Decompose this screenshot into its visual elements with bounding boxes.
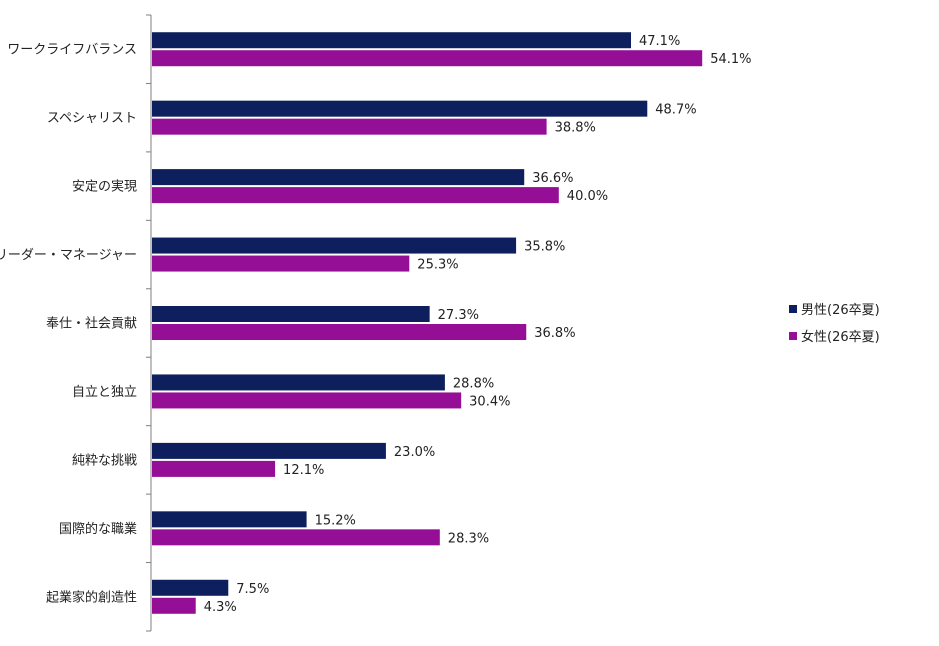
legend-label: 女性(26卒夏) [801, 329, 880, 345]
value-label: 25.3% [417, 258, 458, 273]
category-label: 国際的な職業 [59, 521, 137, 537]
bar-female [152, 392, 462, 409]
value-label: 40.0% [567, 189, 608, 204]
legend-swatch [789, 332, 797, 340]
value-label: 35.8% [524, 240, 565, 255]
bar-male [152, 374, 445, 391]
value-label: 48.7% [655, 103, 696, 118]
bar-male [152, 237, 517, 254]
bar-female [152, 187, 559, 204]
bar-male [152, 579, 229, 596]
category-label: 奉仕・社会貢献 [46, 316, 137, 332]
value-label: 4.3% [204, 600, 237, 615]
value-label: 36.6% [532, 171, 573, 186]
bar-female [152, 529, 440, 546]
value-label: 28.8% [453, 376, 494, 391]
bar-male [152, 511, 307, 528]
category-label: リーダー・マネージャー [0, 248, 137, 263]
value-label: 36.8% [534, 326, 575, 341]
bar-male [152, 169, 525, 186]
value-labels: 47.1% 54.1% 48.7% 38.8% 36.6% 40.0% 35.8% 25.3%… [204, 34, 752, 615]
value-label: 28.3% [448, 531, 489, 546]
bar-male [152, 442, 386, 459]
value-label: 12.1% [283, 463, 324, 478]
bar-male [152, 306, 430, 322]
bar-female [152, 324, 527, 340]
bar-female [152, 255, 410, 272]
value-label: 38.8% [555, 121, 596, 136]
axis-ticks [146, 14, 151, 632]
value-label: 7.5% [236, 582, 269, 597]
bar-male [152, 100, 648, 117]
category-label: 自立と独立 [72, 385, 137, 400]
category-labels: ワークライフバランススペシャリスト安定の実現リーダー・マネージャー奉仕・社会貢献… [0, 43, 137, 606]
legend-label: 男性(26卒夏) [801, 303, 880, 318]
value-label: 23.0% [394, 445, 435, 460]
legend-swatch [789, 305, 797, 313]
value-label: 47.1% [639, 34, 680, 49]
value-label: 54.1% [710, 52, 751, 67]
bar-female [152, 50, 703, 67]
category-label: 純粋な挑戦 [72, 453, 137, 468]
bars [152, 32, 703, 614]
bar-female [152, 118, 547, 135]
value-label: 27.3% [438, 308, 479, 323]
category-label: 安定の実現 [72, 179, 137, 195]
value-label: 15.2% [315, 513, 356, 528]
legend: 男性(26卒夏) 女性(26卒夏) [789, 303, 880, 345]
category-label: 起業家的創造性 [46, 589, 137, 605]
bar-female [152, 597, 196, 614]
category-label: スペシャリスト [47, 111, 137, 126]
value-label: 30.4% [469, 394, 510, 409]
bar-female [152, 460, 276, 477]
category-label: ワークライフバランス [7, 43, 137, 58]
bar-male [152, 32, 632, 49]
